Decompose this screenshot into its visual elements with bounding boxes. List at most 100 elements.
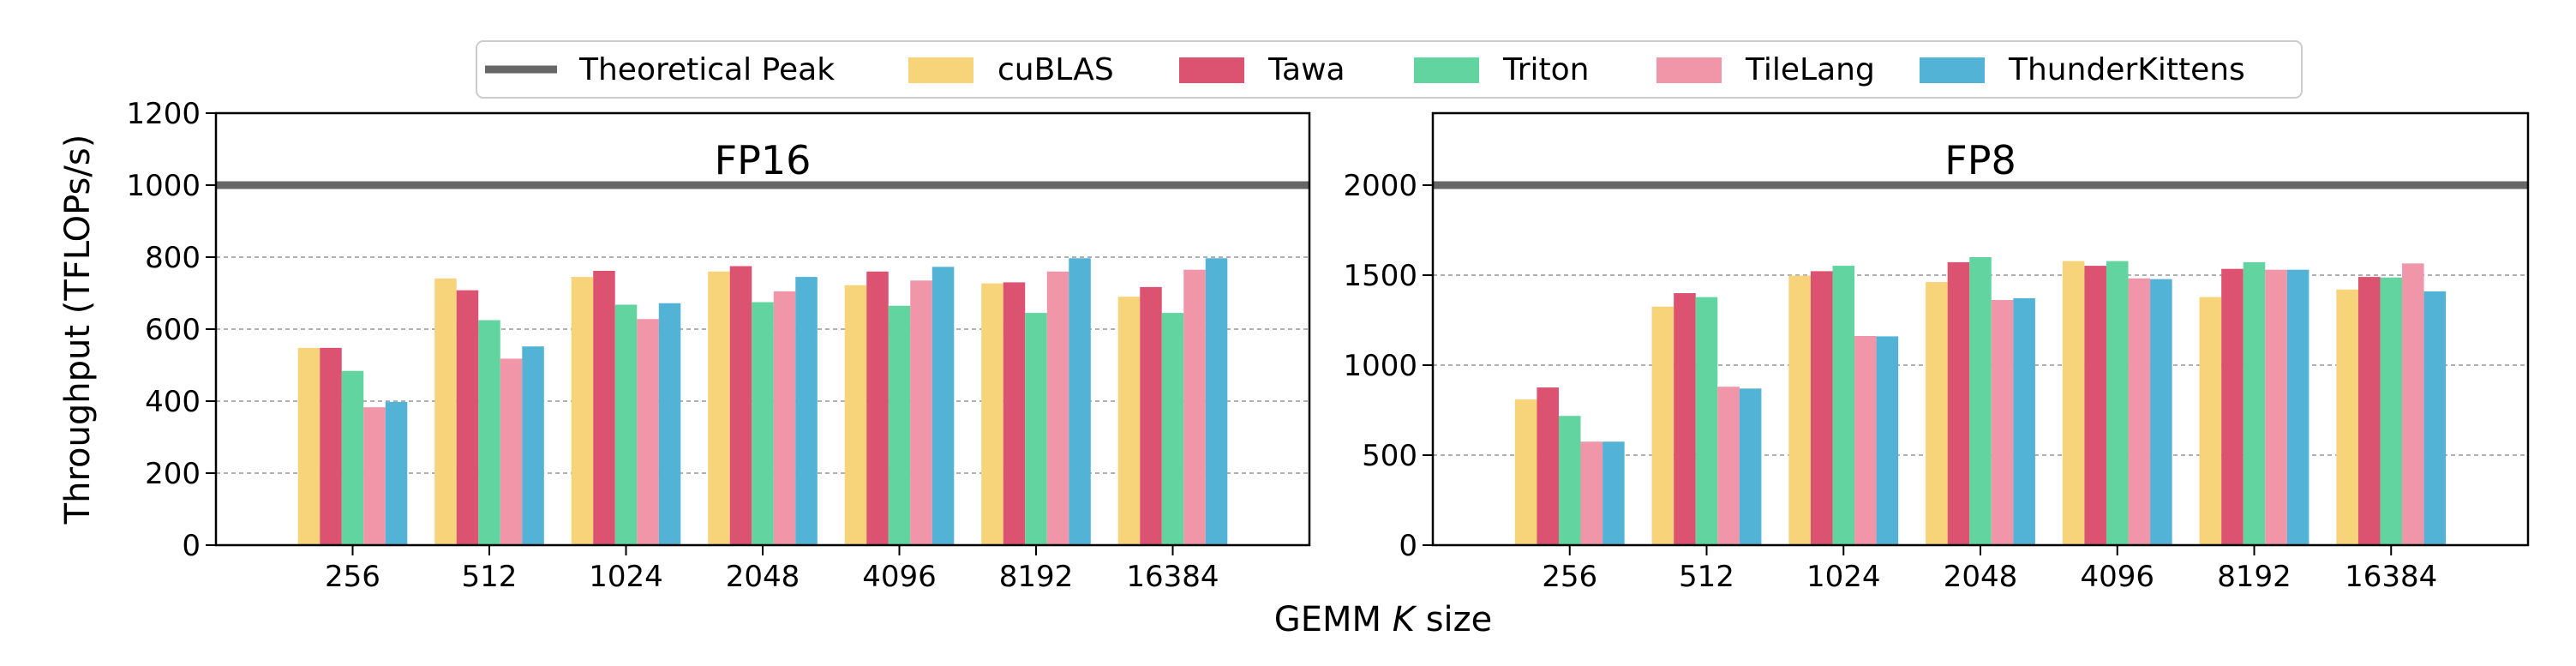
x-axis-label-italic: K (1393, 600, 1417, 639)
y-tick-label: 1500 (1343, 259, 1417, 293)
legend-swatch-tawa (1179, 57, 1244, 83)
y-tick-label: 1000 (1343, 349, 1417, 383)
bar-triton-256 (1558, 416, 1581, 545)
bar-thunderkittens-256 (385, 401, 408, 545)
bar-triton-4096 (888, 305, 911, 545)
x-tick-label: 1024 (589, 560, 663, 594)
legend: Theoretical Peak cuBLAS Tawa Triton TileLang… (476, 40, 2303, 99)
bar-triton-16384 (1161, 313, 1184, 545)
bar-tilelang-16384 (1183, 269, 1206, 545)
y-tick-label: 2000 (1343, 169, 1417, 203)
bar-tilelang-4096 (2128, 278, 2151, 545)
bar-tawa-1024 (1810, 271, 1833, 545)
bar-triton-16384 (2380, 277, 2403, 545)
bar-cublas-16384 (2336, 289, 2358, 545)
bar-tilelang-2048 (1991, 299, 2014, 545)
x-tick-label: 4096 (862, 560, 937, 594)
bar-cublas-1024 (1788, 275, 1811, 545)
y-tick-label: 200 (145, 457, 201, 491)
bar-tilelang-256 (1580, 441, 1603, 545)
bar-tawa-16384 (1140, 286, 1162, 545)
bar-triton-2048 (1969, 257, 1992, 545)
legend-swatch-cublas (908, 57, 973, 83)
bar-tawa-256 (320, 347, 342, 545)
panel-title: FP16 (715, 137, 812, 183)
bar-tawa-4096 (866, 271, 889, 545)
bar-tilelang-1024 (637, 319, 659, 545)
y-tick-label: 1200 (126, 97, 201, 131)
x-tick-label: 512 (1679, 560, 1734, 594)
bar-thunderkittens-512 (522, 346, 544, 545)
bar-thunderkittens-4096 (932, 267, 955, 545)
y-tick-label: 400 (145, 385, 201, 419)
bar-tawa-2048 (1947, 261, 1970, 545)
y-axis-label: Throughput (TFLOPs/s) (58, 135, 98, 525)
bar-triton-1024 (1832, 266, 1855, 545)
y-tick-label: 600 (145, 313, 201, 347)
x-tick-label: 256 (325, 560, 380, 594)
bar-cublas-8192 (2199, 297, 2222, 545)
y-tick-label: 500 (1362, 439, 1417, 473)
x-tick-label: 512 (462, 560, 518, 594)
bar-tilelang-1024 (1854, 335, 1877, 545)
bar-thunderkittens-16384 (2423, 291, 2447, 545)
legend-label-tawa: Tawa (1267, 52, 1345, 87)
bar-cublas-512 (1651, 306, 1674, 545)
bar-tilelang-512 (1717, 387, 1740, 545)
bar-thunderkittens-2048 (2013, 297, 2035, 545)
x-tick-label: 8192 (999, 560, 1074, 594)
legend-label-triton: Triton (1502, 52, 1589, 87)
legend-label-tilelang: TileLang (1745, 52, 1875, 87)
bar-thunderkittens-1024 (658, 303, 681, 545)
x-tick-label: 256 (1542, 560, 1597, 594)
legend-label-cublas: cuBLAS (997, 52, 1114, 87)
bar-cublas-16384 (1117, 297, 1141, 545)
chart-panel-fp16: FP16 0 200 400 600 800 1000 1200 256 512 1024 2048 4… (126, 97, 1311, 594)
bar-tilelang-512 (500, 358, 523, 545)
bar-tawa-2048 (729, 266, 752, 545)
bar-tawa-512 (456, 290, 479, 545)
bar-cublas-256 (1514, 399, 1537, 545)
x-tick-label: 8192 (2217, 560, 2291, 594)
bar-tilelang-8192 (2265, 269, 2287, 545)
bar-tawa-512 (1674, 293, 1696, 545)
bar-thunderkittens-8192 (2286, 269, 2309, 545)
bar-triton-8192 (1025, 313, 1047, 545)
bar-tawa-4096 (2084, 266, 2106, 545)
bar-triton-512 (1695, 297, 1718, 545)
bar-tawa-8192 (1003, 282, 1026, 545)
bar-triton-1024 (614, 304, 638, 545)
bar-thunderkittens-1024 (1876, 336, 1899, 545)
bar-cublas-4096 (2062, 261, 2085, 545)
bar-thunderkittens-256 (1603, 441, 1625, 545)
x-axis-label: GEMM K size (1274, 600, 1493, 639)
bar-cublas-2048 (708, 271, 730, 545)
x-tick-label: 2048 (1944, 560, 2018, 594)
x-tick-label: 16384 (2345, 560, 2437, 594)
bar-cublas-1024 (571, 277, 594, 545)
x-tick-label: 16384 (1126, 560, 1219, 594)
bar-triton-2048 (752, 302, 774, 545)
bar-thunderkittens-16384 (1205, 258, 1228, 545)
bar-thunderkittens-4096 (2150, 279, 2172, 545)
bar-cublas-4096 (844, 285, 867, 545)
bar-tilelang-256 (363, 407, 386, 545)
legend-label-theoretical-peak: Theoretical Peak (578, 52, 835, 87)
bar-tawa-1024 (593, 270, 615, 545)
x-tick-label: 4096 (2080, 560, 2154, 594)
bar-tawa-8192 (2221, 268, 2244, 545)
bar-tilelang-2048 (773, 291, 796, 545)
bar-triton-8192 (2243, 261, 2266, 545)
bar-tilelang-16384 (2402, 263, 2424, 545)
bar-triton-256 (341, 370, 364, 545)
legend-swatch-thunderkittens (1920, 57, 1985, 83)
panel-title: FP8 (1944, 137, 2016, 183)
bar-tawa-256 (1537, 387, 1559, 545)
x-tick-label: 2048 (726, 560, 800, 594)
legend-box (476, 40, 2303, 99)
bar-cublas-2048 (1926, 281, 1948, 545)
y-tick-label: 0 (1399, 529, 1417, 563)
bar-tilelang-4096 (910, 280, 932, 545)
